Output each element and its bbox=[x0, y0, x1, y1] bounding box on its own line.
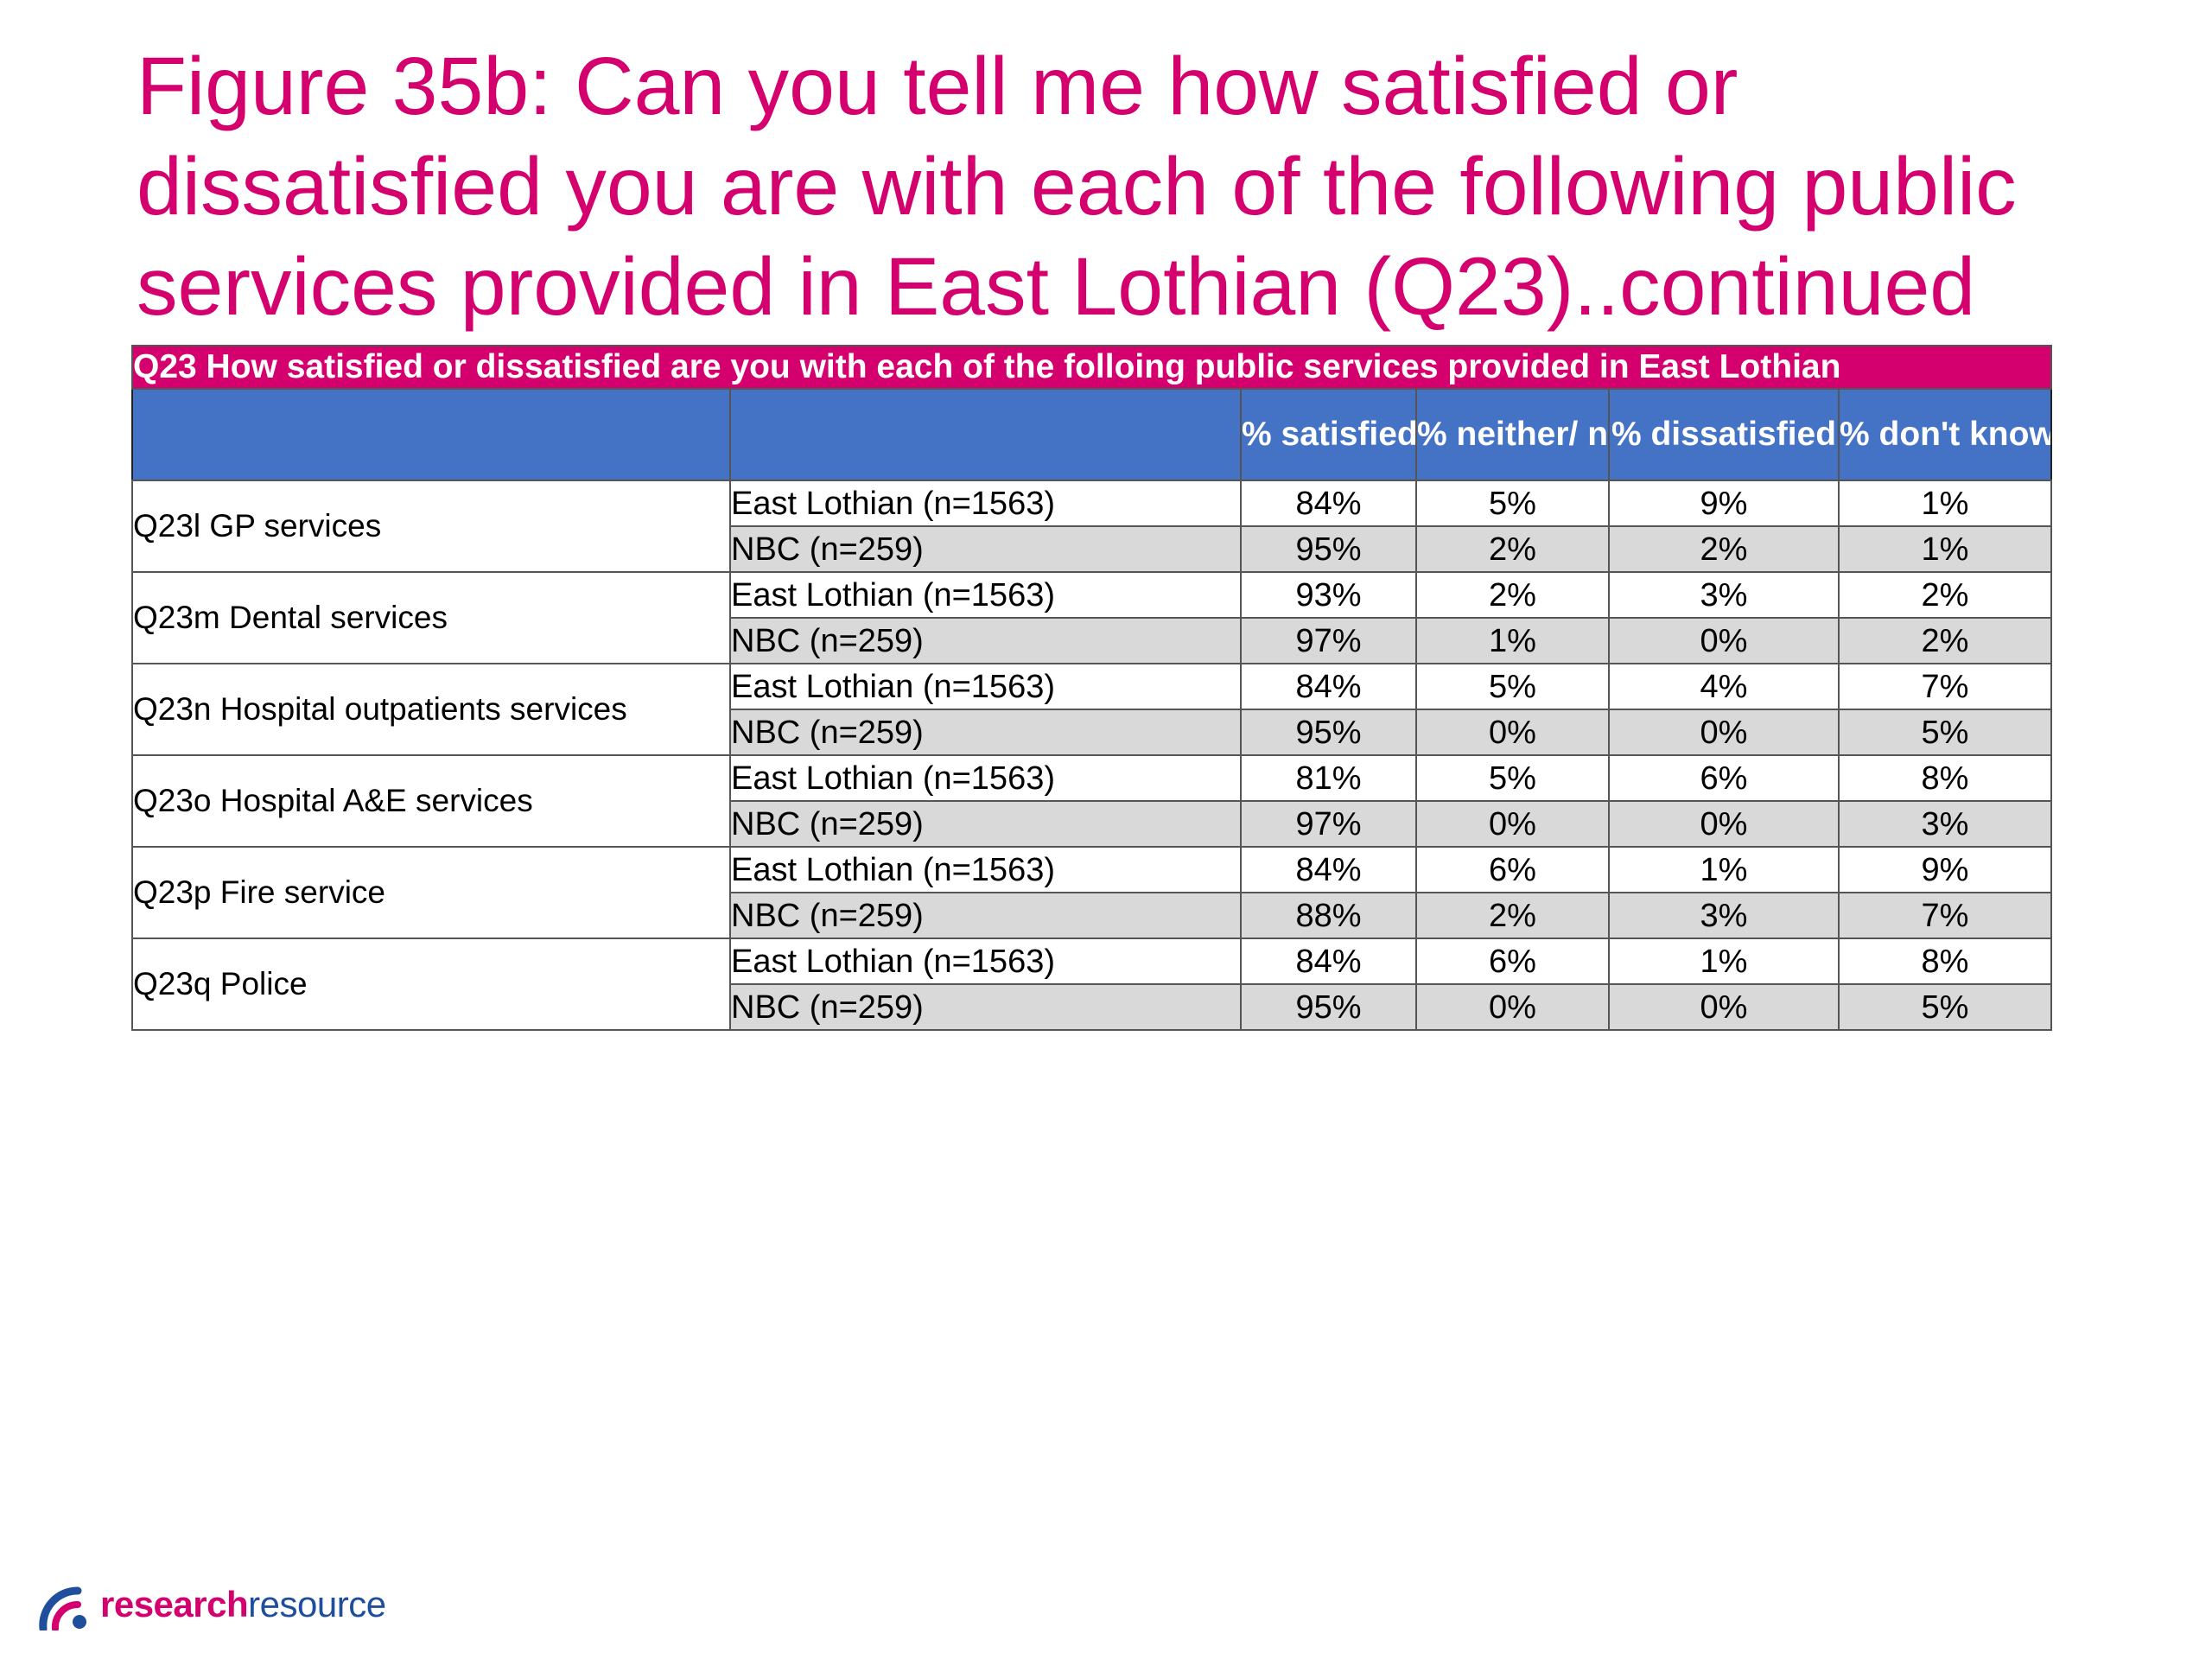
logo-wordmark: researchresource bbox=[100, 1584, 386, 1625]
table-cell: 2% bbox=[1415, 525, 1610, 573]
table-cell: 88% bbox=[1240, 892, 1417, 939]
table-cell: 5% bbox=[1837, 983, 2053, 1031]
header-neither-nor: % neither/ nor bbox=[1415, 388, 1610, 481]
table-cell: 4% bbox=[1608, 663, 1840, 710]
table-cell: 95% bbox=[1240, 983, 1417, 1031]
table-cell: 3% bbox=[1608, 892, 1840, 939]
table-row: Q23o Hospital A&E services East Lothian (… bbox=[131, 754, 2053, 848]
page-title: Figure 35b: Can you tell me how satisfie… bbox=[137, 41, 2017, 333]
table-cell: 5% bbox=[1415, 663, 1610, 710]
table-row: Q23l GP services East Lothian (n=1563) 84%… bbox=[131, 480, 2053, 573]
table-cell: 5% bbox=[1837, 709, 2053, 756]
area-label-east-lothian: East Lothian (n=1563) bbox=[729, 938, 1242, 985]
table-cell: 0% bbox=[1608, 983, 1840, 1031]
table-cell: 93% bbox=[1240, 571, 1417, 619]
table-cell: 7% bbox=[1837, 663, 2053, 710]
area-label-east-lothian: East Lothian (n=1563) bbox=[729, 571, 1242, 619]
table-row: Q23p Fire service East Lothian (n=1563) 84… bbox=[131, 846, 2053, 939]
table-cell: 1% bbox=[1608, 846, 1840, 893]
results-table: Q23 How satisfied or dissatisfied are yo… bbox=[130, 345, 2053, 1031]
table-row: NBC (n=259) 95% 0% 0% 5% bbox=[132, 983, 2053, 1031]
table-row: NBC (n=259) 95% 2% 2% 1% bbox=[132, 525, 2053, 573]
table-row: Q23q Police East Lothian (n=1563) 84% 6% 1% 8… bbox=[131, 938, 2053, 1031]
table-cell: 2% bbox=[1837, 571, 2053, 619]
area-label-east-lothian: East Lothian (n=1563) bbox=[729, 480, 1242, 527]
service-label: Q23n Hospital outpatients services bbox=[131, 663, 731, 756]
table-row: Q23m Dental services East Lothian (n=1563… bbox=[131, 571, 2053, 664]
research-resource-logo-icon bbox=[39, 1586, 86, 1630]
area-label-nbc: NBC (n=259) bbox=[729, 709, 1242, 756]
table-cell: 97% bbox=[1240, 800, 1417, 848]
table-cell: 0% bbox=[1608, 800, 1840, 848]
header-blank-service bbox=[131, 388, 731, 481]
table-cell: 84% bbox=[1240, 846, 1417, 893]
area-label-nbc: NBC (n=259) bbox=[729, 800, 1242, 848]
table-cell: 97% bbox=[1240, 617, 1417, 664]
area-label-nbc: NBC (n=259) bbox=[729, 983, 1242, 1031]
table-row: NBC (n=259) 88% 2% 3% 7% bbox=[132, 892, 2053, 939]
header-satisfied: % satisfied bbox=[1240, 388, 1417, 481]
area-label-east-lothian: East Lothian (n=1563) bbox=[729, 846, 1242, 893]
table-cell: 1% bbox=[1837, 525, 2053, 573]
table-cell: 1% bbox=[1415, 617, 1610, 664]
table-row: NBC (n=259) 97% 0% 0% 3% bbox=[132, 800, 2053, 848]
table-cell: 0% bbox=[1415, 983, 1610, 1031]
table-cell: 9% bbox=[1837, 846, 2053, 893]
header-dont-know: % don't know bbox=[1837, 388, 2053, 481]
table-cell: 2% bbox=[1608, 525, 1840, 573]
table-cell: 1% bbox=[1608, 938, 1840, 985]
table-body: Q23l GP services East Lothian (n=1563) 84%… bbox=[131, 480, 2053, 1031]
table-cell: 5% bbox=[1415, 480, 1610, 527]
table-cell: 0% bbox=[1608, 709, 1840, 756]
table-cell: 6% bbox=[1415, 846, 1610, 893]
table-cell: 0% bbox=[1415, 800, 1610, 848]
area-label-nbc: NBC (n=259) bbox=[729, 892, 1242, 939]
table-cell: 2% bbox=[1415, 892, 1610, 939]
table-cell: 2% bbox=[1415, 571, 1610, 619]
table-cell: 3% bbox=[1837, 800, 2053, 848]
table-cell: 0% bbox=[1608, 617, 1840, 664]
table-row: NBC (n=259) 97% 1% 0% 2% bbox=[132, 617, 2053, 664]
table-cell: 9% bbox=[1608, 480, 1840, 527]
table-cell: 8% bbox=[1837, 754, 2053, 802]
area-label-east-lothian: East Lothian (n=1563) bbox=[729, 754, 1242, 802]
research-resource-logo: researchresource bbox=[38, 1574, 386, 1635]
header-blank-area bbox=[729, 388, 1242, 481]
service-label: Q23q Police bbox=[131, 938, 731, 1031]
table-cell: 0% bbox=[1415, 709, 1610, 756]
table-cell: 84% bbox=[1240, 663, 1417, 710]
table-cell: 8% bbox=[1837, 938, 2053, 985]
table-cell: 81% bbox=[1240, 754, 1417, 802]
area-label-nbc: NBC (n=259) bbox=[729, 525, 1242, 573]
table-caption-row: Q23 How satisfied or dissatisfied are yo… bbox=[130, 345, 2053, 390]
header-dissatisfied: % dissatisfied bbox=[1608, 388, 1840, 481]
table-cell: 84% bbox=[1240, 480, 1417, 527]
table-caption: Q23 How satisfied or dissatisfied are yo… bbox=[130, 345, 2053, 390]
area-label-nbc: NBC (n=259) bbox=[729, 617, 1242, 664]
table-cell: 2% bbox=[1837, 617, 2053, 664]
table-cell: 1% bbox=[1837, 480, 2053, 527]
logo-word-resource: resource bbox=[248, 1584, 386, 1624]
table-row: Q23n Hospital outpatients services East L… bbox=[131, 663, 2053, 756]
results-table-wrapper: Q23 How satisfied or dissatisfied are yo… bbox=[130, 345, 2053, 1031]
service-label: Q23p Fire service bbox=[131, 846, 731, 939]
logo-word-research: research bbox=[100, 1584, 249, 1624]
table-cell: 95% bbox=[1240, 525, 1417, 573]
table-row: NBC (n=259) 95% 0% 0% 5% bbox=[132, 709, 2053, 756]
table-cell: 84% bbox=[1240, 938, 1417, 985]
table-cell: 6% bbox=[1415, 938, 1610, 985]
table-cell: 6% bbox=[1608, 754, 1840, 802]
service-label: Q23l GP services bbox=[131, 480, 731, 573]
table-cell: 95% bbox=[1240, 709, 1417, 756]
service-label: Q23m Dental services bbox=[131, 571, 731, 664]
table-header-row: % satisfied % neither/ nor % dissatisfie… bbox=[131, 388, 2053, 481]
table-cell: 3% bbox=[1608, 571, 1840, 619]
table-cell: 5% bbox=[1415, 754, 1610, 802]
table-cell: 7% bbox=[1837, 892, 2053, 939]
service-label: Q23o Hospital A&E services bbox=[131, 754, 731, 848]
area-label-east-lothian: East Lothian (n=1563) bbox=[729, 663, 1242, 710]
